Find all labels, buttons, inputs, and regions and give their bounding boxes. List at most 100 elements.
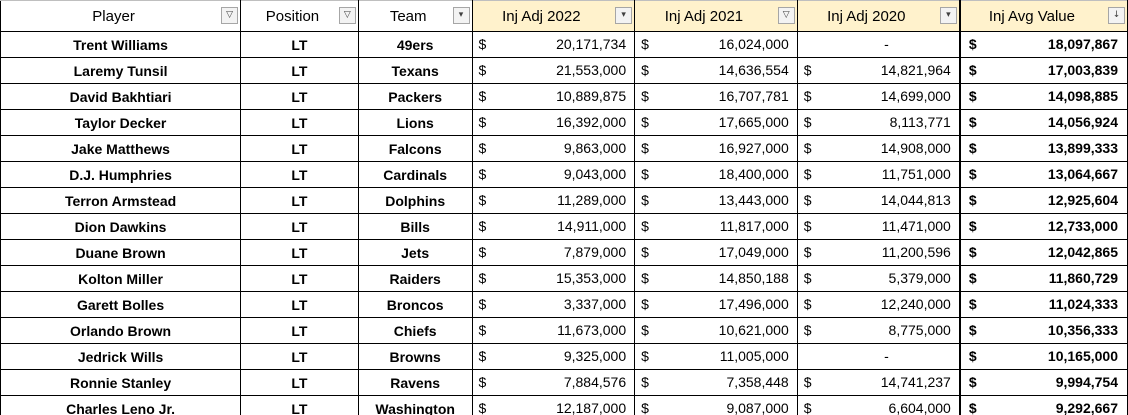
cell-inj2020[interactable]: $12,240,000 (796, 291, 961, 318)
cell-avg[interactable]: $11,860,729 (958, 265, 1128, 292)
cell-avg[interactable]: $10,356,333 (958, 317, 1128, 344)
cell-inj2022[interactable]: $11,673,000 (471, 317, 636, 344)
cell-player[interactable]: Dion Dawkins (0, 213, 242, 240)
cell-inj2022[interactable]: $20,171,734 (471, 31, 636, 58)
filter-active-icon[interactable]: ▽ (338, 7, 356, 24)
cell-avg[interactable]: $13,064,667 (958, 161, 1128, 188)
cell-inj2021[interactable]: $14,850,188 (634, 265, 798, 292)
cell-inj2021[interactable]: $17,496,000 (634, 291, 798, 318)
cell-position[interactable]: LT (240, 135, 359, 162)
cell-player[interactable]: Terron Armstead (0, 187, 242, 214)
cell-inj2020[interactable]: $14,821,964 (796, 57, 961, 84)
cell-inj2021[interactable]: $16,024,000 (634, 31, 798, 58)
cell-inj2022[interactable]: $16,392,000 (471, 109, 636, 136)
cell-position[interactable]: LT (240, 239, 359, 266)
cell-position[interactable]: LT (240, 369, 359, 396)
cell-position[interactable]: LT (240, 317, 359, 344)
cell-team[interactable]: Browns (357, 343, 473, 370)
cell-inj2022[interactable]: $11,289,000 (471, 187, 636, 214)
cell-avg[interactable]: $14,056,924 (958, 109, 1128, 136)
filter-active-icon[interactable]: ▽ (777, 7, 795, 24)
cell-team[interactable]: Jets (357, 239, 473, 266)
cell-inj2020[interactable]: $6,604,000 (796, 395, 961, 415)
cell-avg[interactable]: $9,292,667 (958, 395, 1128, 415)
cell-inj2021[interactable]: $17,665,000 (634, 109, 798, 136)
cell-avg[interactable]: $17,003,839 (958, 57, 1128, 84)
cell-inj2020[interactable]: $8,113,771 (796, 109, 961, 136)
cell-inj2020[interactable]: - (796, 31, 961, 58)
cell-player[interactable]: Laremy Tunsil (0, 57, 242, 84)
cell-team[interactable]: Bills (357, 213, 473, 240)
cell-player[interactable]: Taylor Decker (0, 109, 242, 136)
cell-player[interactable]: David Bakhtiari (0, 83, 242, 110)
cell-inj2021[interactable]: $10,621,000 (634, 317, 798, 344)
cell-avg[interactable]: $10,165,000 (958, 343, 1128, 370)
cell-inj2021[interactable]: $11,817,000 (634, 213, 798, 240)
cell-team[interactable]: Chiefs (357, 317, 473, 344)
cell-position[interactable]: LT (240, 83, 359, 110)
cell-inj2022[interactable]: $9,325,000 (471, 343, 636, 370)
cell-inj2021[interactable]: $9,087,000 (634, 395, 798, 415)
cell-position[interactable]: LT (240, 395, 359, 415)
cell-inj2021[interactable]: $18,400,000 (634, 161, 798, 188)
cell-avg[interactable]: $18,097,867 (958, 31, 1128, 58)
cell-inj2020[interactable]: $5,379,000 (796, 265, 961, 292)
cell-avg[interactable]: $14,098,885 (958, 83, 1128, 110)
cell-inj2021[interactable]: $13,443,000 (634, 187, 798, 214)
cell-team[interactable]: Falcons (357, 135, 473, 162)
cell-inj2021[interactable]: $16,927,000 (634, 135, 798, 162)
filter-dropdown-icon[interactable]: ▾ (452, 7, 470, 24)
cell-team[interactable]: Broncos (357, 291, 473, 318)
cell-team[interactable]: Packers (357, 83, 473, 110)
cell-position[interactable]: LT (240, 31, 359, 58)
cell-player[interactable]: Charles Leno Jr. (0, 395, 242, 415)
cell-inj2022[interactable]: $15,353,000 (471, 265, 636, 292)
cell-position[interactable]: LT (240, 187, 359, 214)
cell-inj2022[interactable]: $14,911,000 (471, 213, 636, 240)
cell-team[interactable]: Raiders (357, 265, 473, 292)
cell-avg[interactable]: $12,733,000 (958, 213, 1128, 240)
cell-player[interactable]: Duane Brown (0, 239, 242, 266)
cell-player[interactable]: Jedrick Wills (0, 343, 242, 370)
cell-inj2021[interactable]: $17,049,000 (634, 239, 798, 266)
cell-team[interactable]: 49ers (357, 31, 473, 58)
cell-inj2021[interactable]: $16,707,781 (634, 83, 798, 110)
cell-inj2020[interactable]: $14,908,000 (796, 135, 961, 162)
cell-avg[interactable]: $12,042,865 (958, 239, 1128, 266)
cell-inj2020[interactable]: $14,699,000 (796, 83, 961, 110)
cell-avg[interactable]: $13,899,333 (958, 135, 1128, 162)
cell-inj2022[interactable]: $3,337,000 (471, 291, 636, 318)
sort-filter-icon[interactable]: ↓ (1108, 7, 1125, 24)
cell-team[interactable]: Cardinals (357, 161, 473, 188)
cell-player[interactable]: Orlando Brown (0, 317, 242, 344)
cell-avg[interactable]: $12,925,604 (958, 187, 1128, 214)
cell-inj2022[interactable]: $12,187,000 (471, 395, 636, 415)
cell-inj2020[interactable]: $11,200,596 (796, 239, 961, 266)
cell-avg[interactable]: $11,024,333 (958, 291, 1128, 318)
cell-team[interactable]: Lions (357, 109, 473, 136)
filter-dropdown-icon[interactable]: ▾ (939, 7, 957, 24)
cell-inj2022[interactable]: $7,884,576 (471, 369, 636, 396)
cell-position[interactable]: LT (240, 291, 359, 318)
cell-inj2022[interactable]: $10,889,875 (471, 83, 636, 110)
cell-inj2020[interactable]: $11,471,000 (796, 213, 961, 240)
cell-inj2022[interactable]: $9,863,000 (471, 135, 636, 162)
cell-player[interactable]: Ronnie Stanley (0, 369, 242, 396)
cell-inj2020[interactable]: $14,741,237 (796, 369, 961, 396)
cell-inj2021[interactable]: $14,636,554 (634, 57, 798, 84)
cell-position[interactable]: LT (240, 57, 359, 84)
cell-inj2020[interactable]: $14,044,813 (796, 187, 961, 214)
cell-inj2020[interactable]: $8,775,000 (796, 317, 961, 344)
cell-player[interactable]: D.J. Humphries (0, 161, 242, 188)
cell-player[interactable]: Garett Bolles (0, 291, 242, 318)
cell-inj2020[interactable]: $11,751,000 (796, 161, 961, 188)
cell-avg[interactable]: $9,994,754 (958, 369, 1128, 396)
cell-inj2022[interactable]: $9,043,000 (471, 161, 636, 188)
cell-team[interactable]: Dolphins (357, 187, 473, 214)
filter-active-icon[interactable]: ▽ (221, 7, 239, 24)
cell-position[interactable]: LT (240, 265, 359, 292)
cell-inj2022[interactable]: $21,553,000 (471, 57, 636, 84)
cell-position[interactable]: LT (240, 161, 359, 188)
cell-inj2020[interactable]: - (796, 343, 961, 370)
cell-player[interactable]: Kolton Miller (0, 265, 242, 292)
